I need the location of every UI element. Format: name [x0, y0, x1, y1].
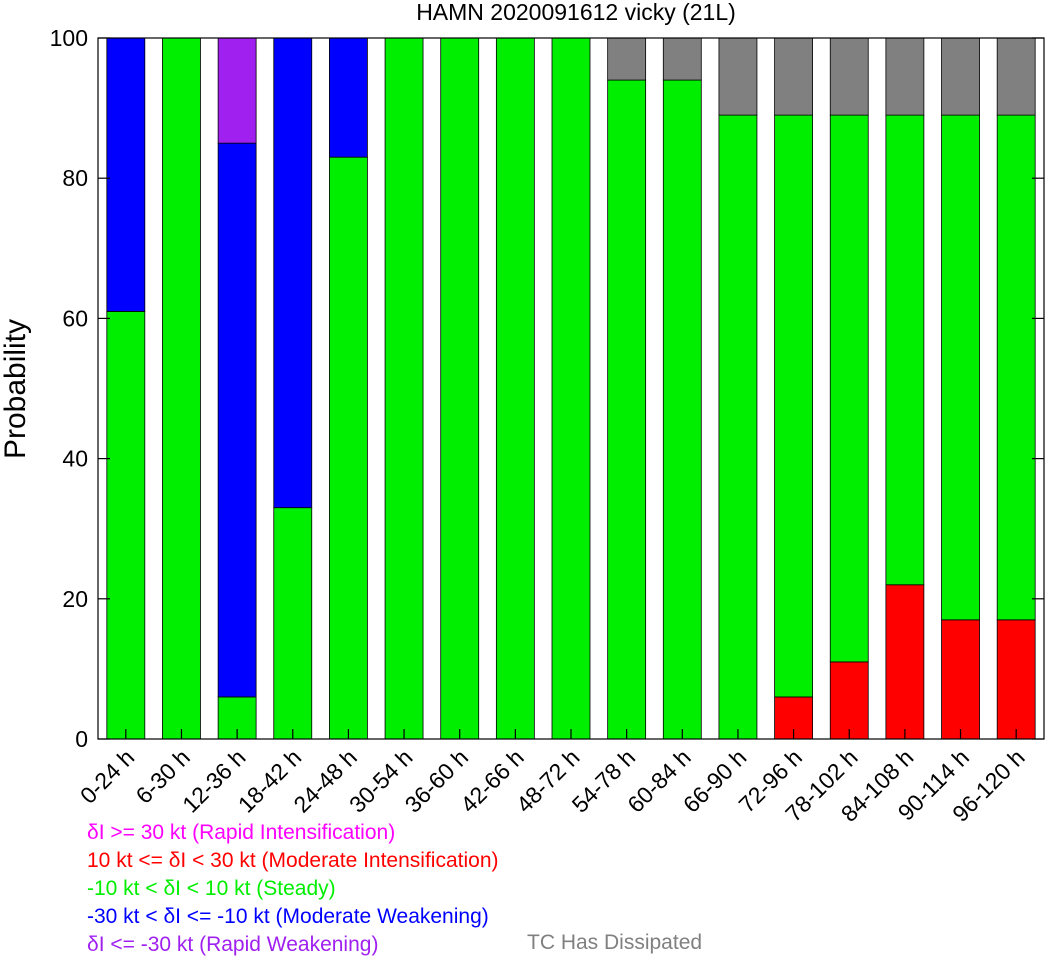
bar-segment-42-66h-series1	[495, 37, 535, 740]
bar-segment-84-108h-series4	[885, 37, 925, 116]
bar-segment-90-114h-series1	[941, 114, 980, 621]
bar-segment-18-42h-series1	[273, 507, 313, 740]
x-tick-labels: 0-24 h6-30 h12-36 h18-42 h24-48 h30-54 h…	[75, 744, 1030, 827]
bar-segment-72-96h-series4	[774, 37, 813, 116]
bar-segment-0-24h-series1	[106, 310, 146, 740]
bar-segment-12-36h-series2	[217, 142, 257, 698]
bar-segment-0-24h-series2	[106, 37, 146, 312]
bar-segment-78-102h-series0	[829, 661, 869, 740]
legend-rapid-weakening: δI <= -30 kt (Rapid Weakening)	[87, 933, 379, 956]
bar-segment-54-78h-series4	[607, 37, 647, 81]
bar-segment-72-96h-series1	[774, 114, 813, 698]
y-tick-labels: 0 20 40 60 80 100	[50, 25, 88, 752]
legend-dissipated: TC Has Dissipated	[527, 931, 703, 954]
y-tick-label: 60	[62, 305, 88, 331]
bar-segment-24-48h-series1	[329, 156, 368, 740]
axes	[97, 37, 1045, 740]
legend-steady: -10 kt < δI < 10 kt (Steady)	[87, 877, 336, 900]
bar-segment-6-30h-series1	[162, 37, 201, 740]
legend-moderate-weakening: -30 kt < δI <= -10 kt (Moderate Weakenin…	[87, 905, 489, 928]
bar-segment-60-84h-series1	[662, 79, 702, 740]
bar-segment-90-114h-series4	[941, 37, 980, 116]
y-tick-label: 20	[62, 586, 88, 612]
legend: δI >= 30 kt (Rapid Intensification) 10 k…	[87, 819, 499, 959]
bar-segment-24-48h-series2	[329, 37, 368, 158]
x-tick-label: 0-24 h	[75, 744, 140, 809]
bar-segment-12-36h-series3	[217, 37, 257, 144]
bar-segment-90-114h-series0	[941, 619, 980, 740]
chart-title: HAMN 2020091612 vicky (21L)	[416, 0, 736, 25]
bar-segment-84-108h-series1	[885, 114, 925, 586]
legend-rapid-intensification: δI >= 30 kt (Rapid Intensification)	[87, 821, 396, 844]
bar-segment-96-120h-series4	[996, 37, 1036, 116]
bar-segment-84-108h-series0	[885, 584, 925, 740]
y-axis-label: Probability	[0, 319, 32, 459]
bars	[106, 37, 1036, 740]
bar-segment-36-60h-series1	[440, 37, 480, 740]
bar-segment-66-90h-series1	[718, 114, 758, 740]
legend-moderate-intensification: 10 kt <= δI < 30 kt (Moderate Intensific…	[87, 849, 499, 872]
bar-segment-54-78h-series1	[607, 79, 647, 740]
bar-segment-78-102h-series1	[829, 114, 869, 663]
y-tick-label: 100	[50, 25, 88, 51]
bar-segment-48-72h-series1	[551, 37, 591, 740]
y-tick-label: 80	[62, 165, 88, 191]
bar-segment-18-42h-series2	[273, 37, 313, 509]
y-tick-label: 0	[75, 726, 88, 752]
bar-segment-60-84h-series4	[662, 37, 702, 81]
bar-segment-96-120h-series0	[996, 619, 1036, 740]
bar-segment-96-120h-series1	[996, 114, 1036, 621]
y-tick-label: 40	[62, 446, 88, 472]
bar-segment-30-54h-series1	[384, 37, 424, 740]
bar-segment-78-102h-series4	[829, 37, 869, 116]
bar-segment-66-90h-series4	[718, 37, 758, 116]
